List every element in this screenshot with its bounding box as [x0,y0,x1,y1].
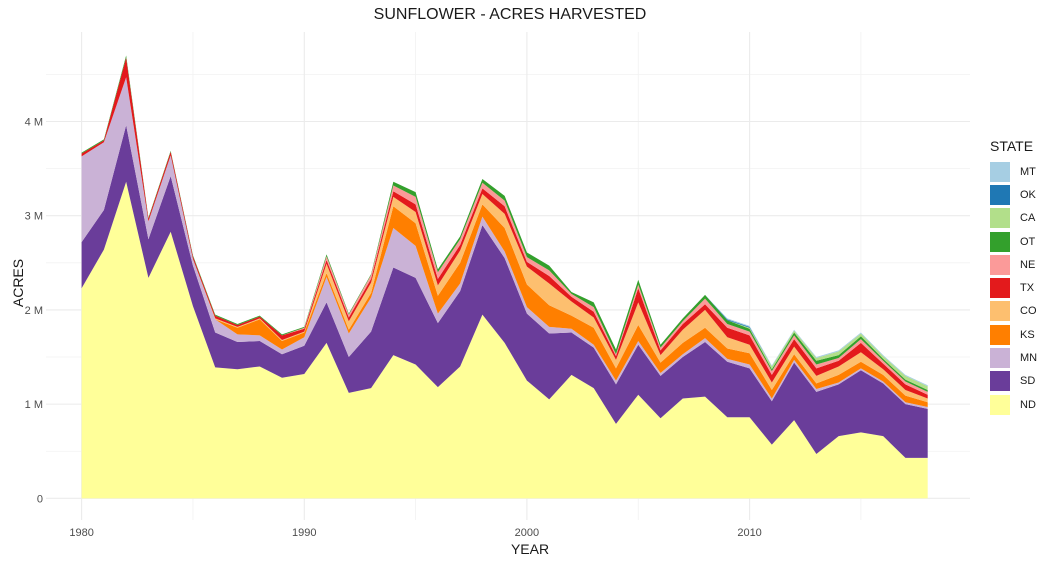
legend-label: ND [1020,398,1036,411]
legend-item-tx: TX [990,276,1037,299]
area-series-ot [81,55,928,392]
legend-label: CA [1020,212,1036,225]
y-tick-label: 2 M [25,305,43,317]
y-tick-label: 1 M [25,399,43,411]
x-tick-label: 1990 [292,527,316,539]
y-tick-label: 3 M [25,211,43,223]
legend-key-swatch [990,394,1010,415]
x-axis-label: YEAR [510,541,550,557]
legend-key-swatch [990,208,1010,229]
area-series-ks [81,77,928,407]
legend-key-swatch [990,231,1010,252]
legend-label: NE [1020,258,1036,271]
legend-item-co: CO [990,300,1037,323]
legend-item-mn: MN [990,346,1037,369]
legend-item-mt: MT [990,160,1037,183]
legend-item-ot: OT [990,230,1037,253]
x-axis-ticks: 1980 1990 2000 2010 [69,527,761,539]
legend: STATE MT OK CA OT NE TX CO KS MN SD ND [990,138,1037,416]
legend-label: OT [1020,235,1036,248]
y-tick-label: 0 [37,493,43,505]
legend-key-swatch [990,161,1010,182]
legend-label: SD [1020,375,1036,388]
legend-label: MT [1020,165,1036,178]
legend-item-ne: NE [990,253,1037,276]
legend-key-swatch [990,301,1010,322]
legend-key-swatch [990,348,1010,369]
legend-items: MT OK CA OT NE TX CO KS MN SD ND [990,160,1037,416]
legend-item-sd: SD [990,370,1037,393]
area-layers [81,55,928,499]
legend-item-ks: KS [990,323,1037,346]
legend-label: TX [1020,282,1035,295]
x-tick-label: 2000 [515,527,539,539]
legend-label: KS [1020,328,1035,341]
legend-item-nd: ND [990,393,1037,416]
area-series-sd [81,125,928,458]
legend-key-swatch [990,324,1010,345]
area-series-co [81,77,928,403]
x-tick-label: 2010 [737,527,761,539]
legend-key-swatch [990,184,1010,205]
y-axis-label: ACRES [10,258,26,308]
legend-item-ca: CA [990,207,1037,230]
legend-title: STATE [990,138,1034,154]
legend-label: MN [1020,352,1038,365]
x-tick-label: 1980 [69,527,93,539]
legend-item-ok: OK [990,183,1037,206]
legend-key-swatch [990,254,1010,275]
legend-key-swatch [990,371,1010,392]
area-series-nd [81,181,928,499]
legend-label: OK [1020,188,1036,201]
y-tick-label: 4 M [25,116,43,128]
legend-label: CO [1020,305,1037,318]
chart-title: SUNFLOWER - ACRES HARVESTED [373,6,647,23]
y-axis-ticks: 0 1 M 2 M 3 M 4 M [25,116,43,505]
legend-key-swatch [990,278,1010,299]
